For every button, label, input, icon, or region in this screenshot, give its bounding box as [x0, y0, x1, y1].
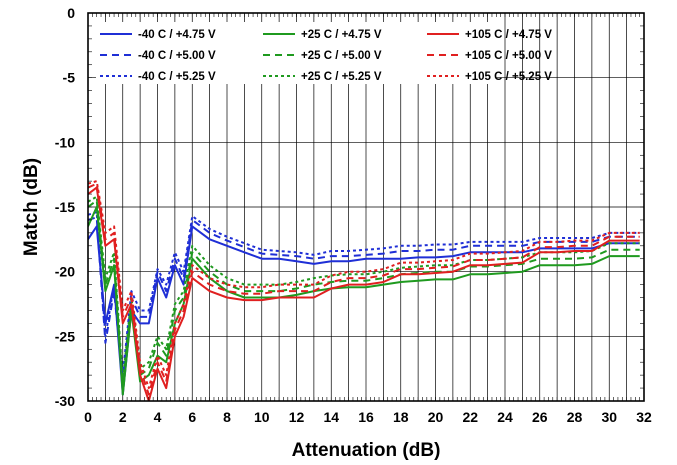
x-tick-label: 32 — [636, 409, 652, 425]
legend-label: +25 C / +4.75 V — [301, 29, 382, 41]
legend-label: -40 C / +5.25 V — [138, 71, 216, 83]
series-line-9 — [88, 180, 640, 390]
series-line-6 — [88, 195, 640, 383]
x-tick-label: 10 — [254, 409, 270, 425]
plot-frame — [87, 12, 645, 402]
y-tick-label: -30 — [55, 393, 75, 409]
x-tick-label: 18 — [393, 409, 409, 425]
legend-label: -40 C / +4.75 V — [138, 29, 216, 41]
series-line-3 — [88, 211, 640, 377]
x-tick-label: 24 — [497, 409, 513, 425]
x-tick-label: 20 — [428, 409, 444, 425]
series-line-7 — [88, 186, 640, 401]
x-tick-label: 12 — [289, 409, 305, 425]
y-tick-label: 0 — [67, 5, 75, 21]
y-tick-label: -10 — [55, 134, 75, 150]
x-tick-label: 14 — [323, 409, 339, 425]
y-axis-title: Match (dB) — [21, 158, 42, 256]
legend-label: +25 C / +5.25 V — [301, 71, 382, 83]
y-tick-label: -20 — [55, 264, 75, 280]
x-tick-label: 8 — [223, 409, 231, 425]
x-tick-label: 16 — [358, 409, 374, 425]
legend-label: +25 C / +5.00 V — [301, 50, 382, 62]
legend-label: +105 C / +5.25 V — [465, 71, 552, 83]
legend-label: +105 C / +4.75 V — [465, 29, 552, 41]
x-tick-label: 26 — [532, 409, 548, 425]
series-group — [88, 180, 640, 401]
legend: -40 C / +4.75 V -40 C / +5.00 V -40 C / +5… — [96, 22, 552, 84]
legend-label: -40 C / +5.00 V — [138, 50, 216, 62]
x-tick-label: 4 — [154, 409, 162, 425]
series-line-2 — [88, 216, 640, 383]
series-line-8 — [88, 182, 640, 396]
x-tick-label: 30 — [601, 409, 617, 425]
axes: 0 2 4 6 8 10 12 14 16 18 20 22 24 26 28 30 320-5-10-15-2… — [55, 5, 652, 425]
x-tick-label: 0 — [84, 409, 92, 425]
y-tick-label: -25 — [55, 328, 75, 344]
x-tick-label: 6 — [188, 409, 196, 425]
x-tick-label: 28 — [567, 409, 583, 425]
x-tick-label: 2 — [119, 409, 127, 425]
x-axis-title: Attenuation (dB) — [292, 440, 441, 461]
x-tick-label: 22 — [462, 409, 478, 425]
y-tick-label: -5 — [63, 70, 76, 86]
y-tick-label: -15 — [55, 199, 75, 215]
legend-background — [96, 22, 496, 84]
legend-label: +105 C / +5.00 V — [465, 50, 552, 62]
